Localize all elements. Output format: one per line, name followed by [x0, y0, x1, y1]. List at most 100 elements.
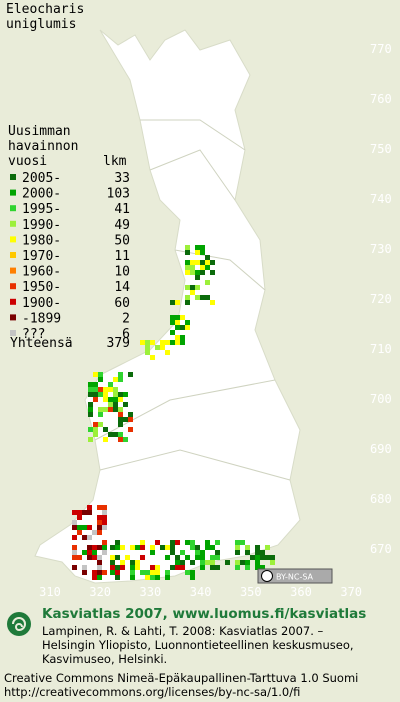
license: http://creativecommons.org/licenses/by-n…: [4, 685, 300, 699]
occurrence-square: [115, 565, 120, 570]
occurrence-square: [140, 555, 145, 560]
occurrence-square: [155, 540, 160, 545]
occurrence-square: [140, 340, 145, 345]
occurrence-square: [97, 560, 102, 565]
occurrence-square: [245, 550, 250, 555]
occurrence-square: [108, 432, 113, 437]
occurrence-square: [170, 330, 175, 335]
occurrence-square: [108, 407, 113, 412]
occurrence-square: [118, 377, 123, 382]
occurrence-square: [103, 407, 108, 412]
occurrence-square: [118, 407, 123, 412]
legend-header: vuosi: [8, 154, 47, 169]
occurrence-square: [180, 315, 185, 320]
y-grid-label: 710: [370, 342, 392, 356]
x-grid-label: 350: [240, 585, 262, 599]
occurrence-square: [215, 540, 220, 545]
occurrence-square: [110, 565, 115, 570]
legend-swatch: [10, 252, 16, 258]
occurrence-square: [255, 550, 260, 555]
occurrence-square: [113, 432, 118, 437]
cc-badge-box: [257, 568, 333, 584]
occurrence-square: [210, 270, 215, 275]
legend-count: 14: [114, 280, 130, 295]
occurrence-square: [97, 520, 102, 525]
occurrence-square: [102, 545, 107, 550]
legend-header: lkm: [103, 154, 127, 169]
occurrence-square: [145, 340, 150, 345]
occurrence-square: [82, 570, 87, 575]
legend-label: 1950-: [22, 280, 61, 295]
legend-label: 1995-: [22, 202, 61, 217]
occurrence-square: [97, 570, 102, 575]
occurrence-square: [195, 545, 200, 550]
occurrence-square: [225, 560, 230, 565]
occurrence-square: [128, 427, 133, 432]
occurrence-square: [145, 570, 150, 575]
occurrence-square: [175, 315, 180, 320]
occurrence-square: [200, 555, 205, 560]
occurrence-square: [175, 335, 180, 340]
occurrence-square: [72, 550, 77, 555]
occurrence-square: [87, 510, 92, 515]
occurrence-square: [135, 565, 140, 570]
occurrence-square: [98, 392, 103, 397]
occurrence-square: [180, 560, 185, 565]
occurrence-square: [160, 340, 165, 345]
occurrence-square: [118, 417, 123, 422]
occurrence-square: [87, 550, 92, 555]
occurrence-square: [185, 540, 190, 545]
occurrence-square: [115, 540, 120, 545]
occurrence-square: [175, 325, 180, 330]
occurrence-square: [115, 545, 120, 550]
occurrence-square: [165, 545, 170, 550]
legend-swatch: [10, 236, 16, 243]
occurrence-square: [205, 545, 210, 550]
occurrences: [72, 245, 275, 580]
occurrence-square: [195, 555, 200, 560]
occurrence-square: [123, 402, 128, 407]
occurrence-square: [175, 565, 180, 570]
occurrence-square: [97, 530, 102, 535]
occurrence-square: [260, 550, 265, 555]
occurrence-square: [150, 550, 155, 555]
occurrence-square: [115, 570, 120, 575]
y-grid-label: 700: [370, 392, 392, 406]
occurrence-square: [155, 570, 160, 575]
occurrence-square: [93, 382, 98, 387]
legend-swatch: [10, 220, 16, 227]
occurrence-square: [103, 437, 108, 442]
occurrence-square: [93, 422, 98, 427]
occurrence-square: [118, 412, 123, 417]
x-grid-label: 370: [340, 585, 362, 599]
legend-swatch: [10, 314, 16, 321]
occurrence-square: [215, 550, 220, 555]
occurrence-square: [160, 545, 165, 550]
legend-label: 1980-: [22, 233, 61, 248]
legend-label: 2000-: [22, 187, 61, 202]
occurrence-square: [205, 280, 210, 285]
occurrence-square: [120, 565, 125, 570]
legend-header: havainnon: [8, 139, 78, 154]
occurrence-square: [235, 565, 240, 570]
legend: 2005- 33 2000- 103 1995- 41 1990- 49 1980- 50 1970…: [10, 171, 130, 342]
occurrence-square: [260, 565, 265, 570]
occurrence-square: [170, 320, 175, 325]
occurrence-square: [93, 397, 98, 402]
occurrence-square: [145, 575, 150, 580]
legend-label: 1960-: [22, 265, 61, 280]
occurrence-square: [92, 575, 97, 580]
occurrence-square: [205, 255, 210, 260]
occurrence-square: [130, 545, 135, 550]
occurrence-square: [97, 525, 102, 530]
occurrence-square: [103, 392, 108, 397]
occurrence-square: [93, 392, 98, 397]
occurrence-square: [165, 555, 170, 560]
occurrence-square: [88, 392, 93, 397]
occurrence-square: [210, 555, 215, 560]
occurrence-square: [205, 540, 210, 545]
occurrence-square: [97, 565, 102, 570]
occurrence-square: [128, 372, 133, 377]
occurrence-square: [87, 535, 92, 540]
